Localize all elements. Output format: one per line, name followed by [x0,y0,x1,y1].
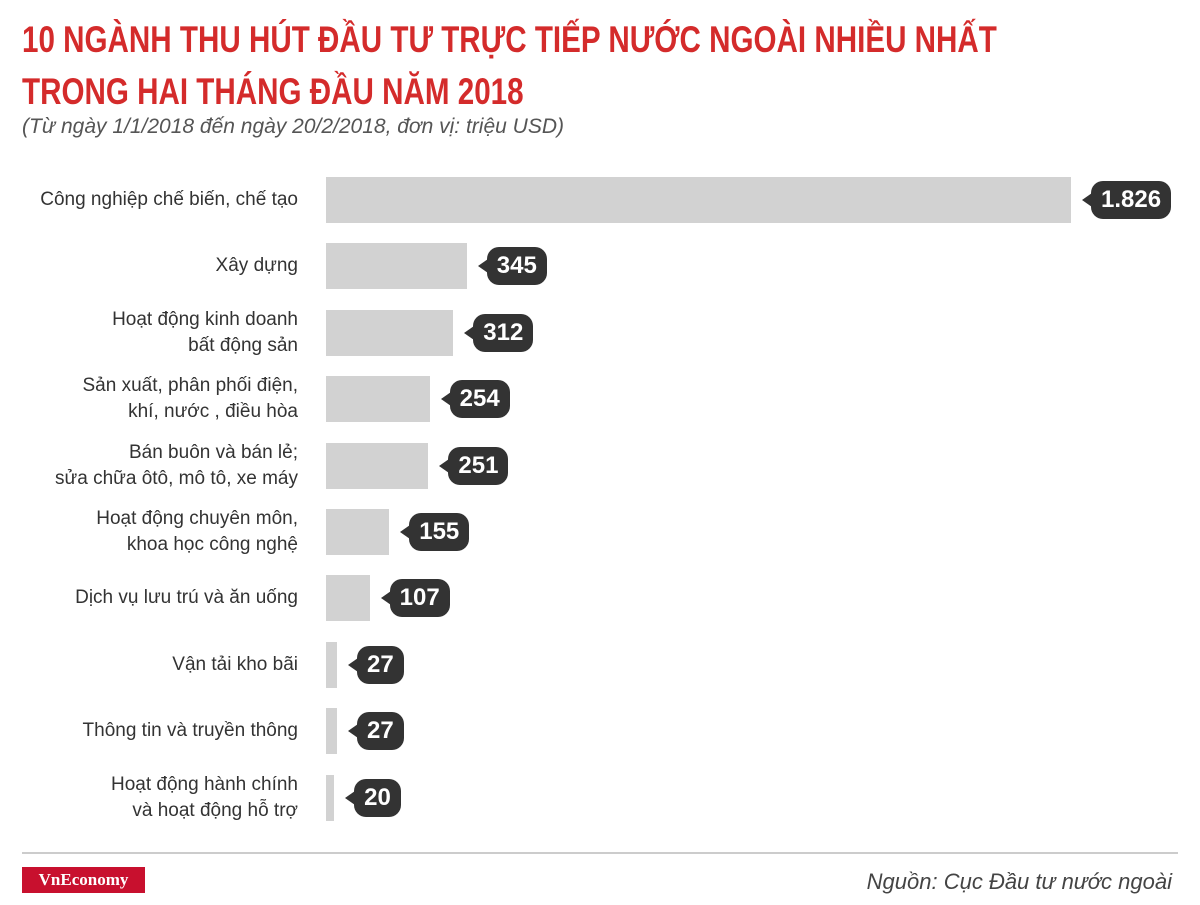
source-note: Nguồn: Cục Đầu tư nước ngoài [866,869,1172,894]
value-label: 251 [439,446,509,485]
value-label: 27 [348,712,404,751]
category-label: Vận tải kho bãi [172,653,298,675]
value-label: 27 [348,645,404,684]
brand-logo: VnEconomy [22,867,145,893]
category-label: Hoạt động chuyên môn, khoa học công nghệ [96,508,298,555]
category-label: Dịch vụ lưu trú và ăn uống [75,587,298,609]
bar [326,243,467,290]
bar [326,442,429,489]
category-label: Xây dựng [215,255,298,277]
category-label: Công nghiệp chế biến, chế tạo [40,189,298,210]
footer-rule [22,852,1178,854]
bar [326,575,370,622]
value-label: 254 [440,380,510,419]
bar [326,309,454,356]
bar [326,774,335,821]
bar [326,376,430,423]
chart-title: 10 NGÀNH THU HÚT ĐẦU TƯ TRỰC TIẾP NƯỚC N… [22,19,997,112]
bar [326,177,1071,223]
category-label: Thông tin và truyền thông [82,720,298,742]
bar [326,641,338,688]
category-label: Hoạt động kinh doanh bất động sản [112,308,298,356]
bar [326,509,390,555]
value-label: 345 [477,247,547,286]
bar [326,708,338,755]
value-label: 107 [380,579,450,618]
category-label: Bán buôn và bán lẻ; sửa chữa ôtô, mô tô,… [55,441,298,489]
value-label: 155 [400,513,470,551]
category-label: Sản xuất, phân phối điện, khí, nước , đi… [82,375,298,423]
chart-subtitle: (Từ ngày 1/1/2018 đến ngày 20/2/2018, đơ… [22,115,564,138]
category-label: Hoạt động hành chính và hoạt động hỗ trợ [111,773,298,821]
value-label: 1.826 [1081,181,1172,219]
value-label: 20 [345,778,401,817]
value-label: 312 [464,313,534,352]
